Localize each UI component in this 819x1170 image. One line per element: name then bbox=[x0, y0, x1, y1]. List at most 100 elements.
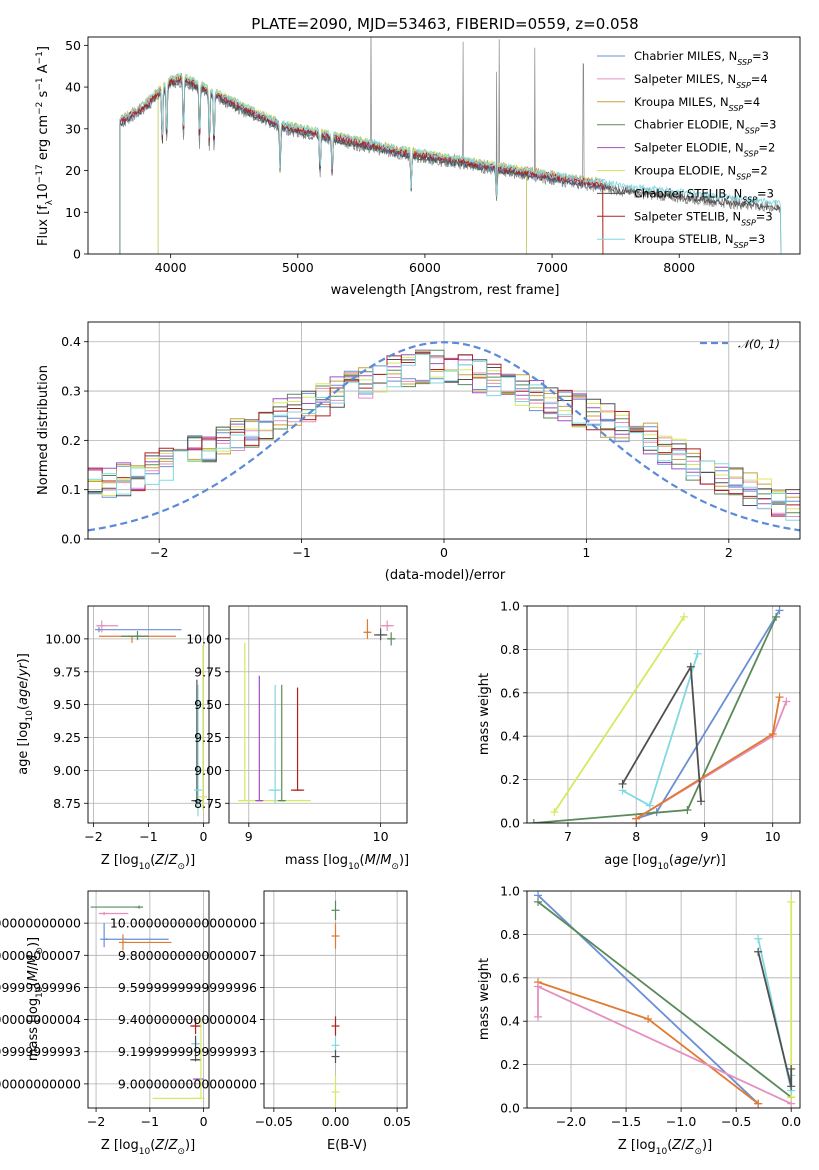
series-marker bbox=[686, 662, 695, 671]
errorbar-point bbox=[331, 923, 340, 949]
x-tick-label: 9 bbox=[700, 829, 708, 844]
y-tick-label: 0.0 bbox=[500, 816, 520, 831]
x-tick-label: 4000 bbox=[155, 260, 187, 275]
x-axis-label: mass [log10(M/M⊙)] bbox=[285, 853, 409, 872]
x-tick-label: 0.05 bbox=[383, 1114, 411, 1129]
y-tick-label: 0.4 bbox=[500, 729, 520, 744]
y-tick-label: 0 bbox=[73, 247, 81, 262]
figure-title: PLATE=2090, MJD=53463, FIBERID=0559, z=0… bbox=[251, 15, 638, 33]
legend-entry: Salpeter MILES, NSSP=4 bbox=[634, 72, 768, 90]
series-marker bbox=[632, 814, 641, 823]
y-tick-label: 9.1999999999999993 bbox=[118, 1044, 257, 1059]
axes-frame bbox=[87, 605, 210, 824]
axes-frame bbox=[87, 890, 210, 1109]
plot-area-mass_vs_Z bbox=[90, 905, 205, 1099]
x-tick-label: −1 bbox=[139, 829, 157, 844]
y-tick-label: 0.2 bbox=[61, 433, 81, 448]
plot-area-mass_vs_ebv bbox=[331, 900, 340, 1108]
series-marker bbox=[772, 612, 781, 621]
histogram-step-line bbox=[88, 352, 800, 517]
series-marker bbox=[550, 808, 559, 817]
x-tick-label: 7 bbox=[564, 829, 572, 844]
spectrum-model-line bbox=[119, 72, 782, 254]
series-marker bbox=[754, 1099, 763, 1108]
x-tick-label: −0.5 bbox=[721, 1114, 751, 1129]
y-tick-label: 0.2 bbox=[500, 1057, 520, 1072]
panel-weight_vs_Z: −2.0 −1.5 −1.0 −0.5 0.0 0.0 0.2 0.4 0.6 0.8 1.0 Z [… bbox=[477, 884, 801, 1158]
series-marker bbox=[787, 1064, 796, 1073]
y-tick-label: 1.0 bbox=[500, 884, 520, 899]
y-axis-label: Flux [fλ10−17 erg cm−2 s−1 A−1] bbox=[35, 46, 55, 246]
axes-frame bbox=[87, 36, 801, 255]
series-marker bbox=[787, 897, 796, 906]
y-tick-label: 9.0000000000000000 bbox=[0, 1076, 81, 1091]
errorbar-point bbox=[277, 684, 286, 802]
series-marker bbox=[775, 693, 784, 702]
y-tick-label: 9.8000000000000007 bbox=[0, 948, 81, 963]
x-tick-label: 0 bbox=[200, 1114, 208, 1129]
y-axis-label: mass weight bbox=[477, 673, 492, 755]
x-tick-label: −2.0 bbox=[556, 1114, 586, 1129]
errorbar-point bbox=[96, 620, 119, 633]
x-axis-label: age [log10(age/yr)] bbox=[604, 853, 726, 872]
x-tick-label: 2 bbox=[725, 545, 733, 560]
x-tick-label: 1 bbox=[582, 545, 590, 560]
legend-entry: Kroupa MILES, NSSP=4 bbox=[634, 95, 760, 113]
y-tick-label: 9.1999999999999993 bbox=[0, 1044, 81, 1059]
legend-entry: Kroupa ELODIE, NSSP=2 bbox=[634, 164, 768, 182]
y-tick-label: 0.2 bbox=[500, 772, 520, 787]
x-tick-label: 6000 bbox=[409, 260, 441, 275]
panel-age_vs_mass: 9 10 8.75 9.00 9.25 9.50 9.75 10.00 mass [log10(… bbox=[186, 605, 409, 872]
y-tick-label: 10.00 bbox=[45, 631, 81, 646]
errorbar-point bbox=[331, 1016, 340, 1036]
histogram-step-line bbox=[88, 353, 800, 521]
series-marker bbox=[529, 819, 538, 823]
y-tick-label: 0.4 bbox=[500, 1014, 520, 1029]
panel-age_vs_Z: −2 −1 0 8.75 9.00 9.25 9.50 9.75 10.00 Z [log10(Z… bbox=[16, 605, 210, 872]
series-marker bbox=[768, 730, 777, 739]
plot-area-weight_vs_age bbox=[529, 606, 791, 823]
errorbar-point bbox=[374, 628, 388, 641]
series-marker bbox=[683, 805, 692, 814]
legend-entry: Chabrier STELIB, NSSP=3 bbox=[634, 186, 774, 204]
x-tick-label: 0 bbox=[440, 545, 448, 560]
errorbar-point bbox=[98, 911, 129, 916]
errorbar-point bbox=[190, 1017, 201, 1035]
series-marker bbox=[697, 797, 706, 806]
y-tick-label: 0.8 bbox=[500, 927, 520, 942]
errorbar-point bbox=[331, 1075, 340, 1108]
y-tick-label: 0.0 bbox=[61, 532, 81, 547]
y-tick-label: 10.0000000000000000 bbox=[110, 916, 257, 931]
axes-frame bbox=[263, 890, 408, 1109]
y-tick-label: 9.5999999999999996 bbox=[118, 980, 257, 995]
errorbar-point bbox=[238, 642, 311, 802]
y-tick-label: 8.75 bbox=[53, 796, 81, 811]
y-tick-label: 8.75 bbox=[194, 796, 222, 811]
errorbar-point bbox=[331, 900, 340, 920]
axes-frame bbox=[526, 605, 801, 824]
x-tick-label: 0.00 bbox=[322, 1114, 350, 1129]
errorbar-point bbox=[90, 905, 144, 909]
series-marker bbox=[534, 1012, 543, 1021]
errorbar-point bbox=[290, 687, 305, 791]
x-tick-label: −0.05 bbox=[255, 1114, 293, 1129]
y-tick-label: 10.00 bbox=[186, 631, 222, 646]
series-marker bbox=[644, 1015, 653, 1024]
errorbar-point bbox=[363, 619, 372, 639]
plot-area-spectrum bbox=[119, 37, 782, 254]
y-tick-label: 9.8000000000000007 bbox=[118, 948, 257, 963]
errorbar-point bbox=[190, 1035, 201, 1062]
errorbar-point bbox=[194, 684, 202, 817]
spectrum-model-line bbox=[119, 74, 604, 254]
panel-weight_vs_age: 7 8 9 10 0.0 0.2 0.4 0.6 0.8 1.0 age [log10(age/yr… bbox=[477, 599, 801, 872]
axes-frame bbox=[228, 605, 408, 824]
panel-mass_vs_Z: −2 −1 0 9.0000000000000000 9.199999999999999… bbox=[0, 890, 210, 1157]
series-marker bbox=[618, 779, 627, 788]
y-tick-label: 9.25 bbox=[194, 730, 222, 745]
x-axis-label: Z [log10(Z/Z⊙)] bbox=[101, 1138, 195, 1157]
y-tick-label: 9.4000000000000004 bbox=[0, 1012, 81, 1027]
series-marker bbox=[534, 897, 543, 906]
errorbar-point bbox=[387, 632, 396, 646]
x-axis-label: E(B-V) bbox=[327, 1138, 367, 1153]
